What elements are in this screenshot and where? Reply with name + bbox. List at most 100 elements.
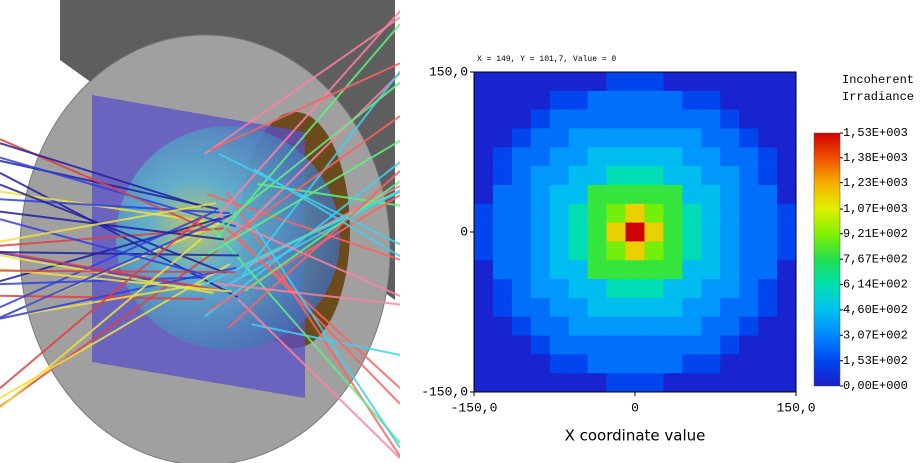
- heatmap-cell: [777, 317, 796, 336]
- heatmap-cell: [607, 354, 626, 373]
- heatmap-cell: [682, 336, 701, 355]
- heatmap-cell: [550, 166, 569, 185]
- colorbar-tick-label: 3,07E+002: [843, 328, 908, 342]
- heatmap-cell: [720, 336, 739, 355]
- heatmap-cell: [626, 336, 645, 355]
- heatmap-cell: [644, 279, 663, 298]
- heatmap-cell: [663, 279, 682, 298]
- colorbar-tick-label: 1,53E+002: [843, 354, 908, 368]
- heatmap-cell: [512, 185, 531, 204]
- heatmap-cell: [512, 317, 531, 336]
- heatmap-cell: [758, 223, 777, 242]
- heatmap-cell: [531, 166, 550, 185]
- page: {"chart_data": {"type": "heatmap", "anno…: [0, 0, 922, 463]
- heatmap-cell: [474, 72, 493, 91]
- heatmap-cell: [512, 128, 531, 147]
- heatmap-cell: [644, 223, 663, 242]
- heatmap-cell: [626, 317, 645, 336]
- heatmap-cell: [607, 91, 626, 110]
- heatmap-cell: [626, 241, 645, 260]
- heatmap-cell: [682, 317, 701, 336]
- heatmap-cell: [777, 298, 796, 317]
- heatmap-cell: [493, 147, 512, 166]
- heatmap-cell: [777, 72, 796, 91]
- heatmap-cell: [777, 279, 796, 298]
- heatmap-cell: [682, 241, 701, 260]
- heatmap-cell: [474, 185, 493, 204]
- heatmap-cell: [682, 147, 701, 166]
- heatmap-cell: [720, 279, 739, 298]
- heatmap-cell: [701, 72, 720, 91]
- heatmap-cell: [474, 241, 493, 260]
- heatmap-cell: [588, 373, 607, 392]
- heatmap-cell: [739, 373, 758, 392]
- heatmap-cell: [512, 223, 531, 242]
- heatmap-cell: [569, 204, 588, 223]
- heatmap-cell: [758, 317, 777, 336]
- heatmap-cell: [569, 185, 588, 204]
- x-tick-label: 0: [631, 400, 639, 415]
- heatmap-cell: [550, 373, 569, 392]
- heatmap-cell: [739, 354, 758, 373]
- heatmap-cell: [682, 354, 701, 373]
- heatmap-cell: [758, 373, 777, 392]
- heatmap-cell: [701, 223, 720, 242]
- colorbar-tick-label: 9,21E+002: [843, 227, 908, 241]
- heatmap-cell: [644, 110, 663, 129]
- heatmap-cell: [493, 298, 512, 317]
- heatmap-cell: [607, 147, 626, 166]
- heatmap-cell: [550, 204, 569, 223]
- heatmap-cell: [682, 204, 701, 223]
- heatmap-cell: [720, 354, 739, 373]
- colorbar-tick-label: 4,60E+002: [843, 303, 908, 317]
- heatmap-cell: [531, 185, 550, 204]
- heatmap-cell: [588, 166, 607, 185]
- heatmap-cell: [531, 354, 550, 373]
- colorbar-tick-label: 7,67E+002: [843, 252, 908, 266]
- heatmap-cell: [474, 298, 493, 317]
- heatmap-cell: [758, 185, 777, 204]
- heatmap-cell: [569, 317, 588, 336]
- heatmap-cell: [569, 279, 588, 298]
- heatmap-cell: [512, 72, 531, 91]
- heatmap-cell: [701, 298, 720, 317]
- heatmap-cell: [588, 91, 607, 110]
- heatmap-cell: [701, 336, 720, 355]
- heatmap-cell: [588, 128, 607, 147]
- heatmap-cell: [550, 317, 569, 336]
- heatmap-cell: [607, 241, 626, 260]
- heatmap-cell: [739, 298, 758, 317]
- heatmap-cell: [512, 166, 531, 185]
- heatmap-cell: [758, 260, 777, 279]
- heatmap-cell: [739, 223, 758, 242]
- heatmap-cell: [720, 110, 739, 129]
- heatmap-cell: [626, 298, 645, 317]
- heatmap-cell: [663, 354, 682, 373]
- heatmap-cell: [720, 223, 739, 242]
- heatmap-cell: [644, 317, 663, 336]
- heatmap-cell: [550, 354, 569, 373]
- heatmap-cell: [550, 241, 569, 260]
- heatmap-cell: [588, 110, 607, 129]
- heatmap-cell: [701, 317, 720, 336]
- heatmap-cell: [644, 204, 663, 223]
- heatmap-cell: [777, 110, 796, 129]
- heatmap-cell: [758, 147, 777, 166]
- heatmap-cell: [588, 185, 607, 204]
- heatmap-cell: [701, 110, 720, 129]
- colorbar-tick-label: 1,23E+003: [843, 176, 908, 190]
- heatmap-cell: [720, 317, 739, 336]
- heatmap-cell: [569, 110, 588, 129]
- heatmap-cell: [739, 336, 758, 355]
- heatmap-cell: [588, 317, 607, 336]
- heatmap-cell: [588, 298, 607, 317]
- heatmap-cell: [512, 110, 531, 129]
- heatmap-cell: [588, 204, 607, 223]
- heatmap-cell: [588, 354, 607, 373]
- heatmap-cell: [682, 373, 701, 392]
- colorbar: [814, 133, 840, 386]
- heatmap-cell: [777, 223, 796, 242]
- heatmap-cell: [758, 241, 777, 260]
- heatmap-cell: [644, 147, 663, 166]
- heatmap-cell: [682, 128, 701, 147]
